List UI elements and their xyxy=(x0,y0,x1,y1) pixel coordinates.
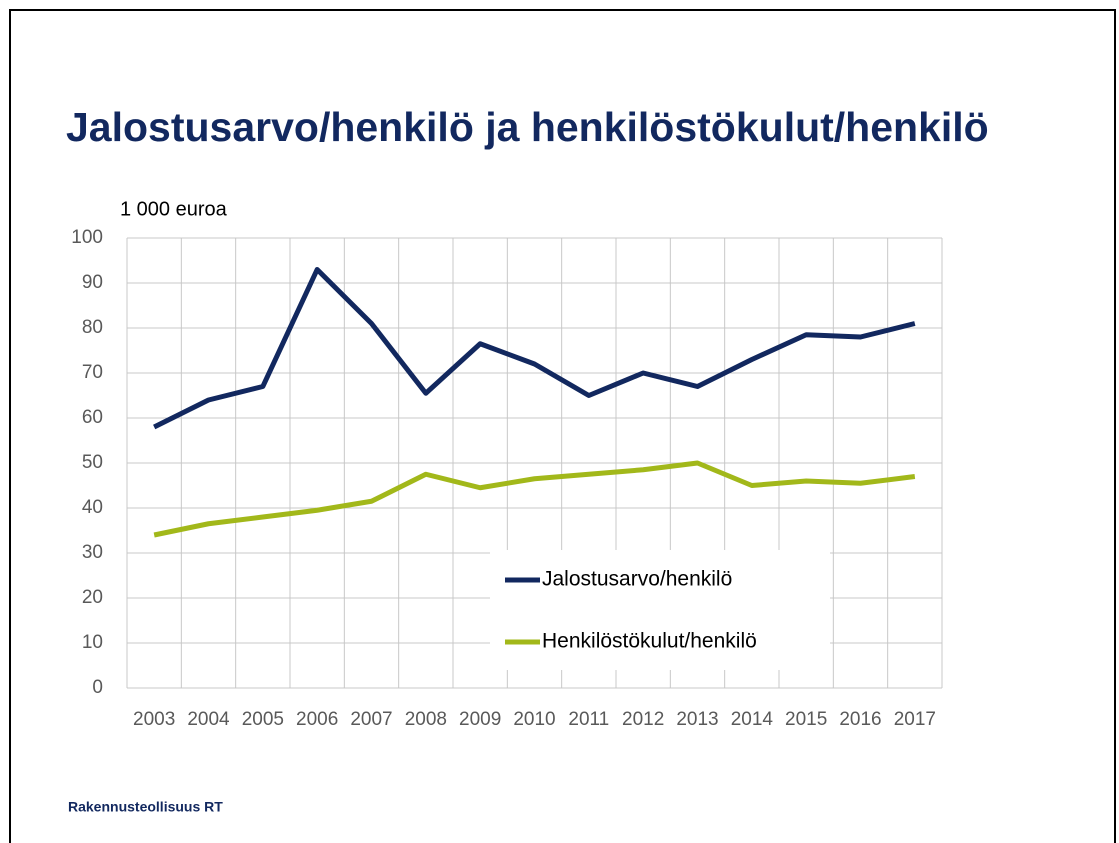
legend-label: Henkilöstökulut/henkilö xyxy=(542,630,757,653)
y-tick-label: 30 xyxy=(82,542,103,563)
y-tick-label: 70 xyxy=(82,362,103,383)
x-tick-label: 2017 xyxy=(894,709,936,730)
x-tick-label: 2003 xyxy=(133,709,175,730)
x-tick-label: 2007 xyxy=(350,709,392,730)
y-tick-label: 80 xyxy=(82,317,103,338)
x-tick-label: 2010 xyxy=(513,709,555,730)
x-tick-label: 2014 xyxy=(731,709,774,730)
y-tick-label: 0 xyxy=(92,677,103,698)
x-tick-label: 2012 xyxy=(622,709,664,730)
legend-label: Jalostusarvo/henkilö xyxy=(542,568,732,591)
series-line xyxy=(153,460,916,538)
x-tick-label: 2005 xyxy=(242,709,284,730)
x-tick-label: 2008 xyxy=(405,709,447,730)
y-tick-label: 40 xyxy=(82,497,103,518)
footer: Rakennusteollisuus RT xyxy=(68,799,223,815)
y-tick-label: 20 xyxy=(82,587,103,608)
x-tick-label: 2016 xyxy=(839,709,881,730)
slide-border xyxy=(9,9,1116,843)
x-tick-label: 2009 xyxy=(459,709,501,730)
y-tick-label: 50 xyxy=(82,452,103,473)
x-tick-label: 2015 xyxy=(785,709,827,730)
x-tick-label: 2011 xyxy=(568,709,609,730)
x-tick-label: 2004 xyxy=(187,709,230,730)
y-axis-label: 1 000 euroa xyxy=(120,198,228,220)
x-tick-label: 2006 xyxy=(296,709,338,730)
y-tick-label: 100 xyxy=(71,227,103,248)
series-line xyxy=(153,267,916,430)
chart-title: Jalostusarvo/henkilö ja henkilöstökulut/… xyxy=(66,104,989,150)
y-tick-label: 90 xyxy=(82,272,103,293)
y-tick-label: 60 xyxy=(82,407,103,428)
legend-box xyxy=(490,550,830,670)
x-tick-label: 2013 xyxy=(676,709,718,730)
y-tick-label: 10 xyxy=(82,632,103,653)
